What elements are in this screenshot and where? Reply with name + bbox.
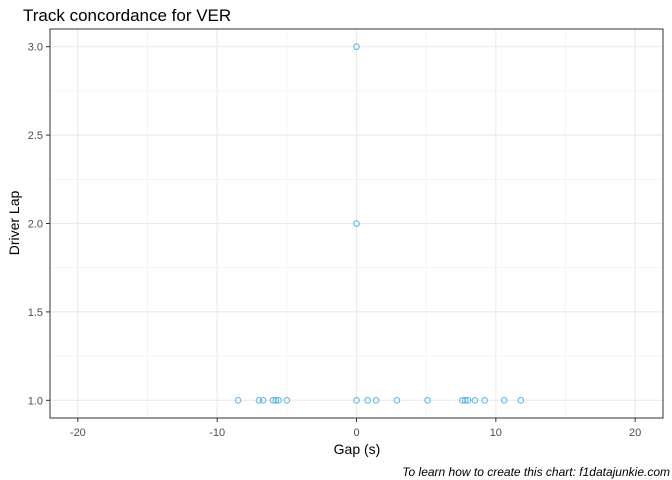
data-point	[517, 397, 525, 404]
y-axis-title: Driver Lap	[6, 191, 22, 256]
data-point	[255, 397, 263, 404]
data-point	[364, 397, 371, 404]
x-tick-label: 0	[353, 427, 359, 439]
data-point	[259, 397, 267, 404]
data-point	[283, 397, 291, 404]
data-point	[234, 397, 242, 404]
data-point	[275, 397, 282, 404]
x-tick-label: 10	[490, 427, 502, 439]
x-tick-label: -10	[209, 427, 225, 439]
data-point	[471, 397, 479, 404]
data-point	[424, 397, 431, 404]
data-point	[272, 397, 279, 404]
grid	[50, 29, 663, 418]
x-tick-label: 20	[629, 427, 641, 439]
data-point	[353, 220, 360, 227]
x-axis-ticks: -20 -10 0 10 20	[70, 418, 641, 439]
chart-title: Track concordance for VER	[23, 6, 231, 25]
y-tick-label: 2.0	[28, 219, 43, 231]
data-point	[372, 397, 380, 404]
data-point	[464, 397, 472, 404]
data-point	[461, 397, 469, 404]
data-points	[234, 43, 525, 404]
y-tick-label: 3.0	[28, 42, 43, 54]
data-point	[500, 397, 508, 404]
data-point	[393, 397, 401, 404]
data-point	[353, 397, 360, 404]
chart-caption: To learn how to create this chart: f1dat…	[402, 465, 670, 479]
data-point	[353, 43, 360, 50]
y-tick-label: 2.5	[28, 130, 43, 142]
x-tick-label: -20	[70, 427, 86, 439]
x-axis-title: Gap (s)	[334, 441, 381, 457]
y-axis-ticks: 1.0 1.5 2.0 2.5 3.0	[28, 42, 50, 407]
y-tick-label: 1.0	[28, 395, 43, 407]
data-point	[481, 397, 488, 404]
y-tick-label: 1.5	[28, 307, 43, 319]
